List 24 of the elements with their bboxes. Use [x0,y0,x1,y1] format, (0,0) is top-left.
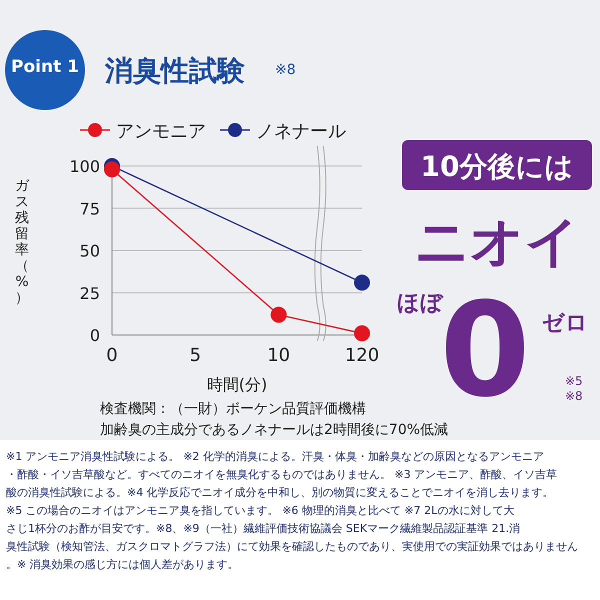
text: 加齢臭の主成分であるノネナールは2時間後に70%低減 [100,422,448,438]
chart-subtitle: Point 1 [11,57,79,77]
text: ※1 アンモニア消臭性試験による。 ※2 化学的消臭による。汗臭・体臭・加齢臭などの原因となるアンモニア・酢酸・イソ吉草酸など。すべてのニオイを無臭化するものではありません。 ※3 アンモニア、酢酸、イソ吉草酸の消臭性試験による。※4 化学反応でニオイ成分を中和し、別の物質に変えることでニオイを消し去ります。 ※5 この場合のニオイはアンモニア臭を指しています。 ※6 物理的消臭と比べて ※7 2Lの水に対して大さじ1杯分のお酢が目安です。※8、※9（一社）繊維評価技術協議会 SEKマーク繊維製品認証基準 21.消臭性試験（検知管法、ガスクロマトグラフ法）にて効果を確認したものであり、実使用での実証効果ではありません。※ 消臭効果の感じ方には個人差があります。 [6,450,578,571]
y-tick-label: 25 [80,284,100,303]
legend-label: アンモニア [116,121,206,142]
y-tick-label: 100 [69,157,100,176]
text: 検査機関：（一財）ボーケン品質評価機構 [100,401,366,417]
x-axis-title: 時間(分) [206,375,268,394]
chart-title: 消臭性試験 [104,54,245,87]
text: 10分後には [420,150,574,183]
y-tick-label: 50 [80,242,100,260]
text: ※8 [565,389,583,403]
y-tick-label: 75 [80,199,100,218]
x-tick-label: 5 [190,345,202,366]
text: ※8 [275,62,296,78]
text: ※5 [565,374,583,388]
x-tick-label: 10 [267,345,290,366]
legend-label: ノネナール [256,121,346,142]
text: ゼロ [542,311,588,336]
text: ニオイ [414,210,580,273]
x-tick-label: 120 [344,345,380,366]
y-axis-title: ガス残留率（%） [15,178,30,306]
y-tick-label: 0 [90,326,100,345]
x-tick-label: 0 [106,345,118,366]
